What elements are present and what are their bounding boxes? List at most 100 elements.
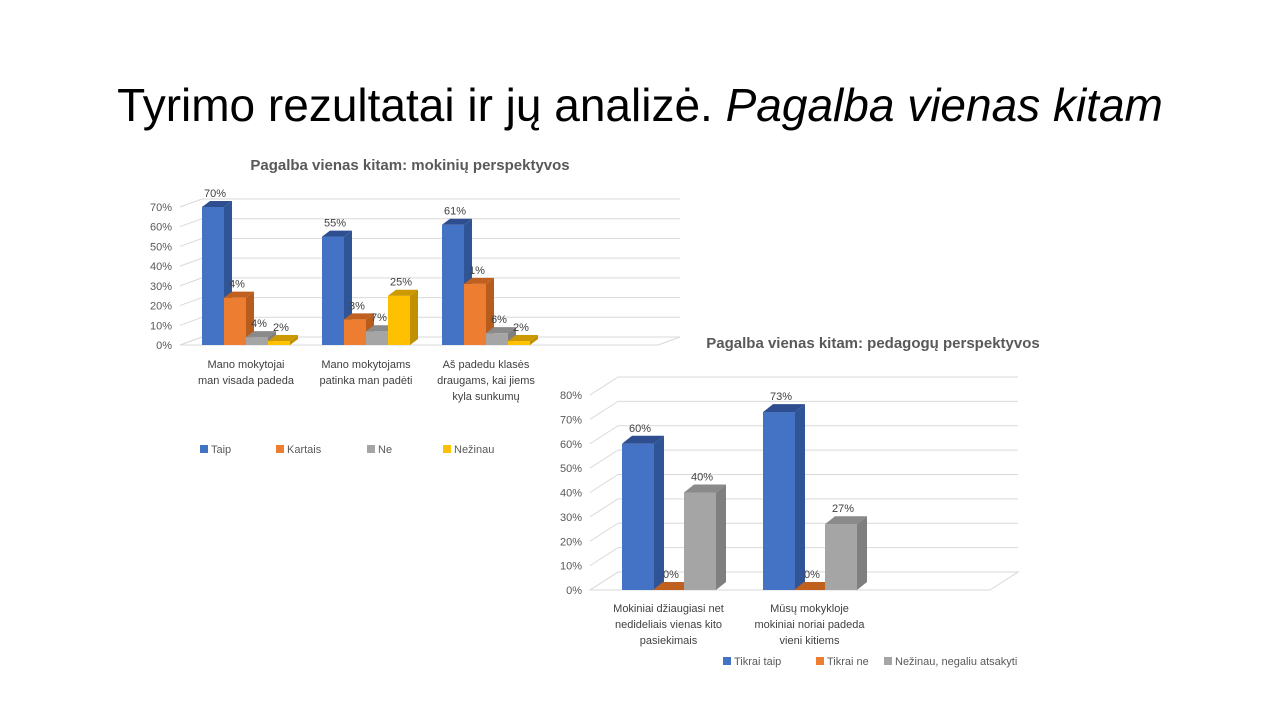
category-label: Aš padedu klasės <box>443 359 530 371</box>
bar-top <box>344 313 374 320</box>
bar-top <box>622 435 664 444</box>
category-label: Mano mokytojai <box>207 359 284 371</box>
data-label: 0% <box>804 569 820 581</box>
bar-top <box>442 218 472 225</box>
bar-ne-inau <box>388 295 410 345</box>
legend-label: Tikrai taip <box>734 656 781 668</box>
category-label: man visada padeda <box>198 375 295 387</box>
bar-top <box>464 277 494 284</box>
y-tick-label: 10% <box>150 320 172 332</box>
bar-side <box>486 277 494 345</box>
bar-ne <box>366 331 388 345</box>
y-tick-label: 80% <box>560 390 582 402</box>
gridline-diag <box>179 257 203 267</box>
gridline-diag <box>589 400 619 420</box>
gridline-diag <box>179 316 203 326</box>
category-label: Mokiniai džiaugiasi net <box>613 603 724 615</box>
y-tick-label: 70% <box>560 414 582 426</box>
category-label: vieni kitiems <box>780 635 840 647</box>
data-label: 3% <box>349 300 365 312</box>
data-label: 61% <box>444 206 466 218</box>
gridline-diag <box>589 376 619 396</box>
category-label: Mano mokytojams <box>321 359 411 371</box>
bar-ne-inau-negaliu-atsakyti <box>684 492 716 590</box>
y-tick-label: 50% <box>150 241 172 253</box>
bar-tikrai-taip <box>763 412 795 590</box>
y-tick-label: 60% <box>150 222 172 234</box>
gridline-diag <box>179 198 203 208</box>
data-label: 4% <box>251 318 267 330</box>
bar-tikrai-taip <box>622 443 654 590</box>
data-label: 4% <box>229 279 245 291</box>
bar-side <box>716 484 726 590</box>
legend-swatch <box>443 445 451 453</box>
legend-swatch <box>816 657 824 665</box>
y-tick-label: 20% <box>150 301 172 313</box>
bar-taip <box>202 207 224 345</box>
data-label: 6% <box>491 314 507 326</box>
y-tick-label: 0% <box>156 340 172 352</box>
bar-kartais <box>344 319 366 345</box>
bar-top <box>486 327 516 334</box>
bar-taip <box>442 224 464 345</box>
slide-title: Tyrimo rezultatai ir jų analizė. Pagalba… <box>0 78 1280 132</box>
legend-swatch <box>200 445 208 453</box>
legend-label: Ne <box>378 444 392 456</box>
y-tick-label: 30% <box>560 512 582 524</box>
category-label: nedideliais vienas kito <box>615 619 722 631</box>
legend-label: Kartais <box>287 444 322 456</box>
data-label: 7% <box>371 312 387 324</box>
data-label: 1% <box>469 265 485 277</box>
bar-ne-inau-negaliu-atsakyti <box>825 524 857 590</box>
gridline-diag <box>179 297 203 307</box>
slide-title-main: Tyrimo rezultatai ir jų analizė. <box>117 79 726 131</box>
legend-swatch <box>884 657 892 665</box>
category-label: patinka man padėti <box>320 375 413 387</box>
y-tick-label: 40% <box>150 261 172 273</box>
gridline-diag <box>589 474 619 493</box>
bar-ne <box>486 333 508 345</box>
bar-side <box>290 335 298 345</box>
bar-top <box>684 484 726 493</box>
gridline-diag <box>589 449 619 469</box>
y-tick-label: 40% <box>560 488 582 500</box>
category-label: pasiekimais <box>640 635 698 647</box>
chart-title: Pagalba vienas kitam: pedagogų perspekty… <box>706 335 1039 352</box>
legend-swatch <box>723 657 731 665</box>
category-label: Mūsų mokykloje <box>770 603 849 615</box>
chart-title: Pagalba vienas kitam: mokinių perspektyv… <box>250 157 569 174</box>
data-label: 25% <box>390 277 412 289</box>
bar-top <box>508 335 538 342</box>
legend-label: Tikrai ne <box>827 656 869 668</box>
gridline-diag <box>589 547 619 567</box>
y-tick-label: 20% <box>560 536 582 548</box>
bar-top <box>246 331 276 338</box>
bar-top <box>268 335 298 342</box>
y-tick-label: 50% <box>560 463 582 475</box>
legend-swatch <box>367 445 375 453</box>
bar-ne-inau <box>508 341 530 345</box>
data-label: 73% <box>770 391 792 403</box>
y-tick-label: 30% <box>150 281 172 293</box>
legend-swatch <box>276 445 284 453</box>
y-tick-label: 70% <box>150 202 172 214</box>
data-label: 70% <box>204 188 226 200</box>
gridline-diag <box>179 277 203 287</box>
bar-side <box>857 516 867 590</box>
data-label: 2% <box>513 322 529 334</box>
data-label: 60% <box>629 423 651 435</box>
bar-side <box>654 435 664 590</box>
gridline-diag <box>589 522 619 542</box>
data-label: 0% <box>663 569 679 581</box>
category-label: mokiniai noriai padeda <box>754 619 865 631</box>
data-label: 2% <box>273 322 289 334</box>
bar-top <box>322 230 352 237</box>
bar-kartais <box>224 297 246 345</box>
legend-label: Nežinau <box>454 444 494 456</box>
bar-top <box>202 201 232 207</box>
data-label: 40% <box>691 472 713 484</box>
bar-side <box>246 291 254 345</box>
gridline-diag <box>179 237 203 247</box>
bar-side <box>410 289 418 345</box>
category-label: draugams, kai jiems <box>437 375 535 387</box>
